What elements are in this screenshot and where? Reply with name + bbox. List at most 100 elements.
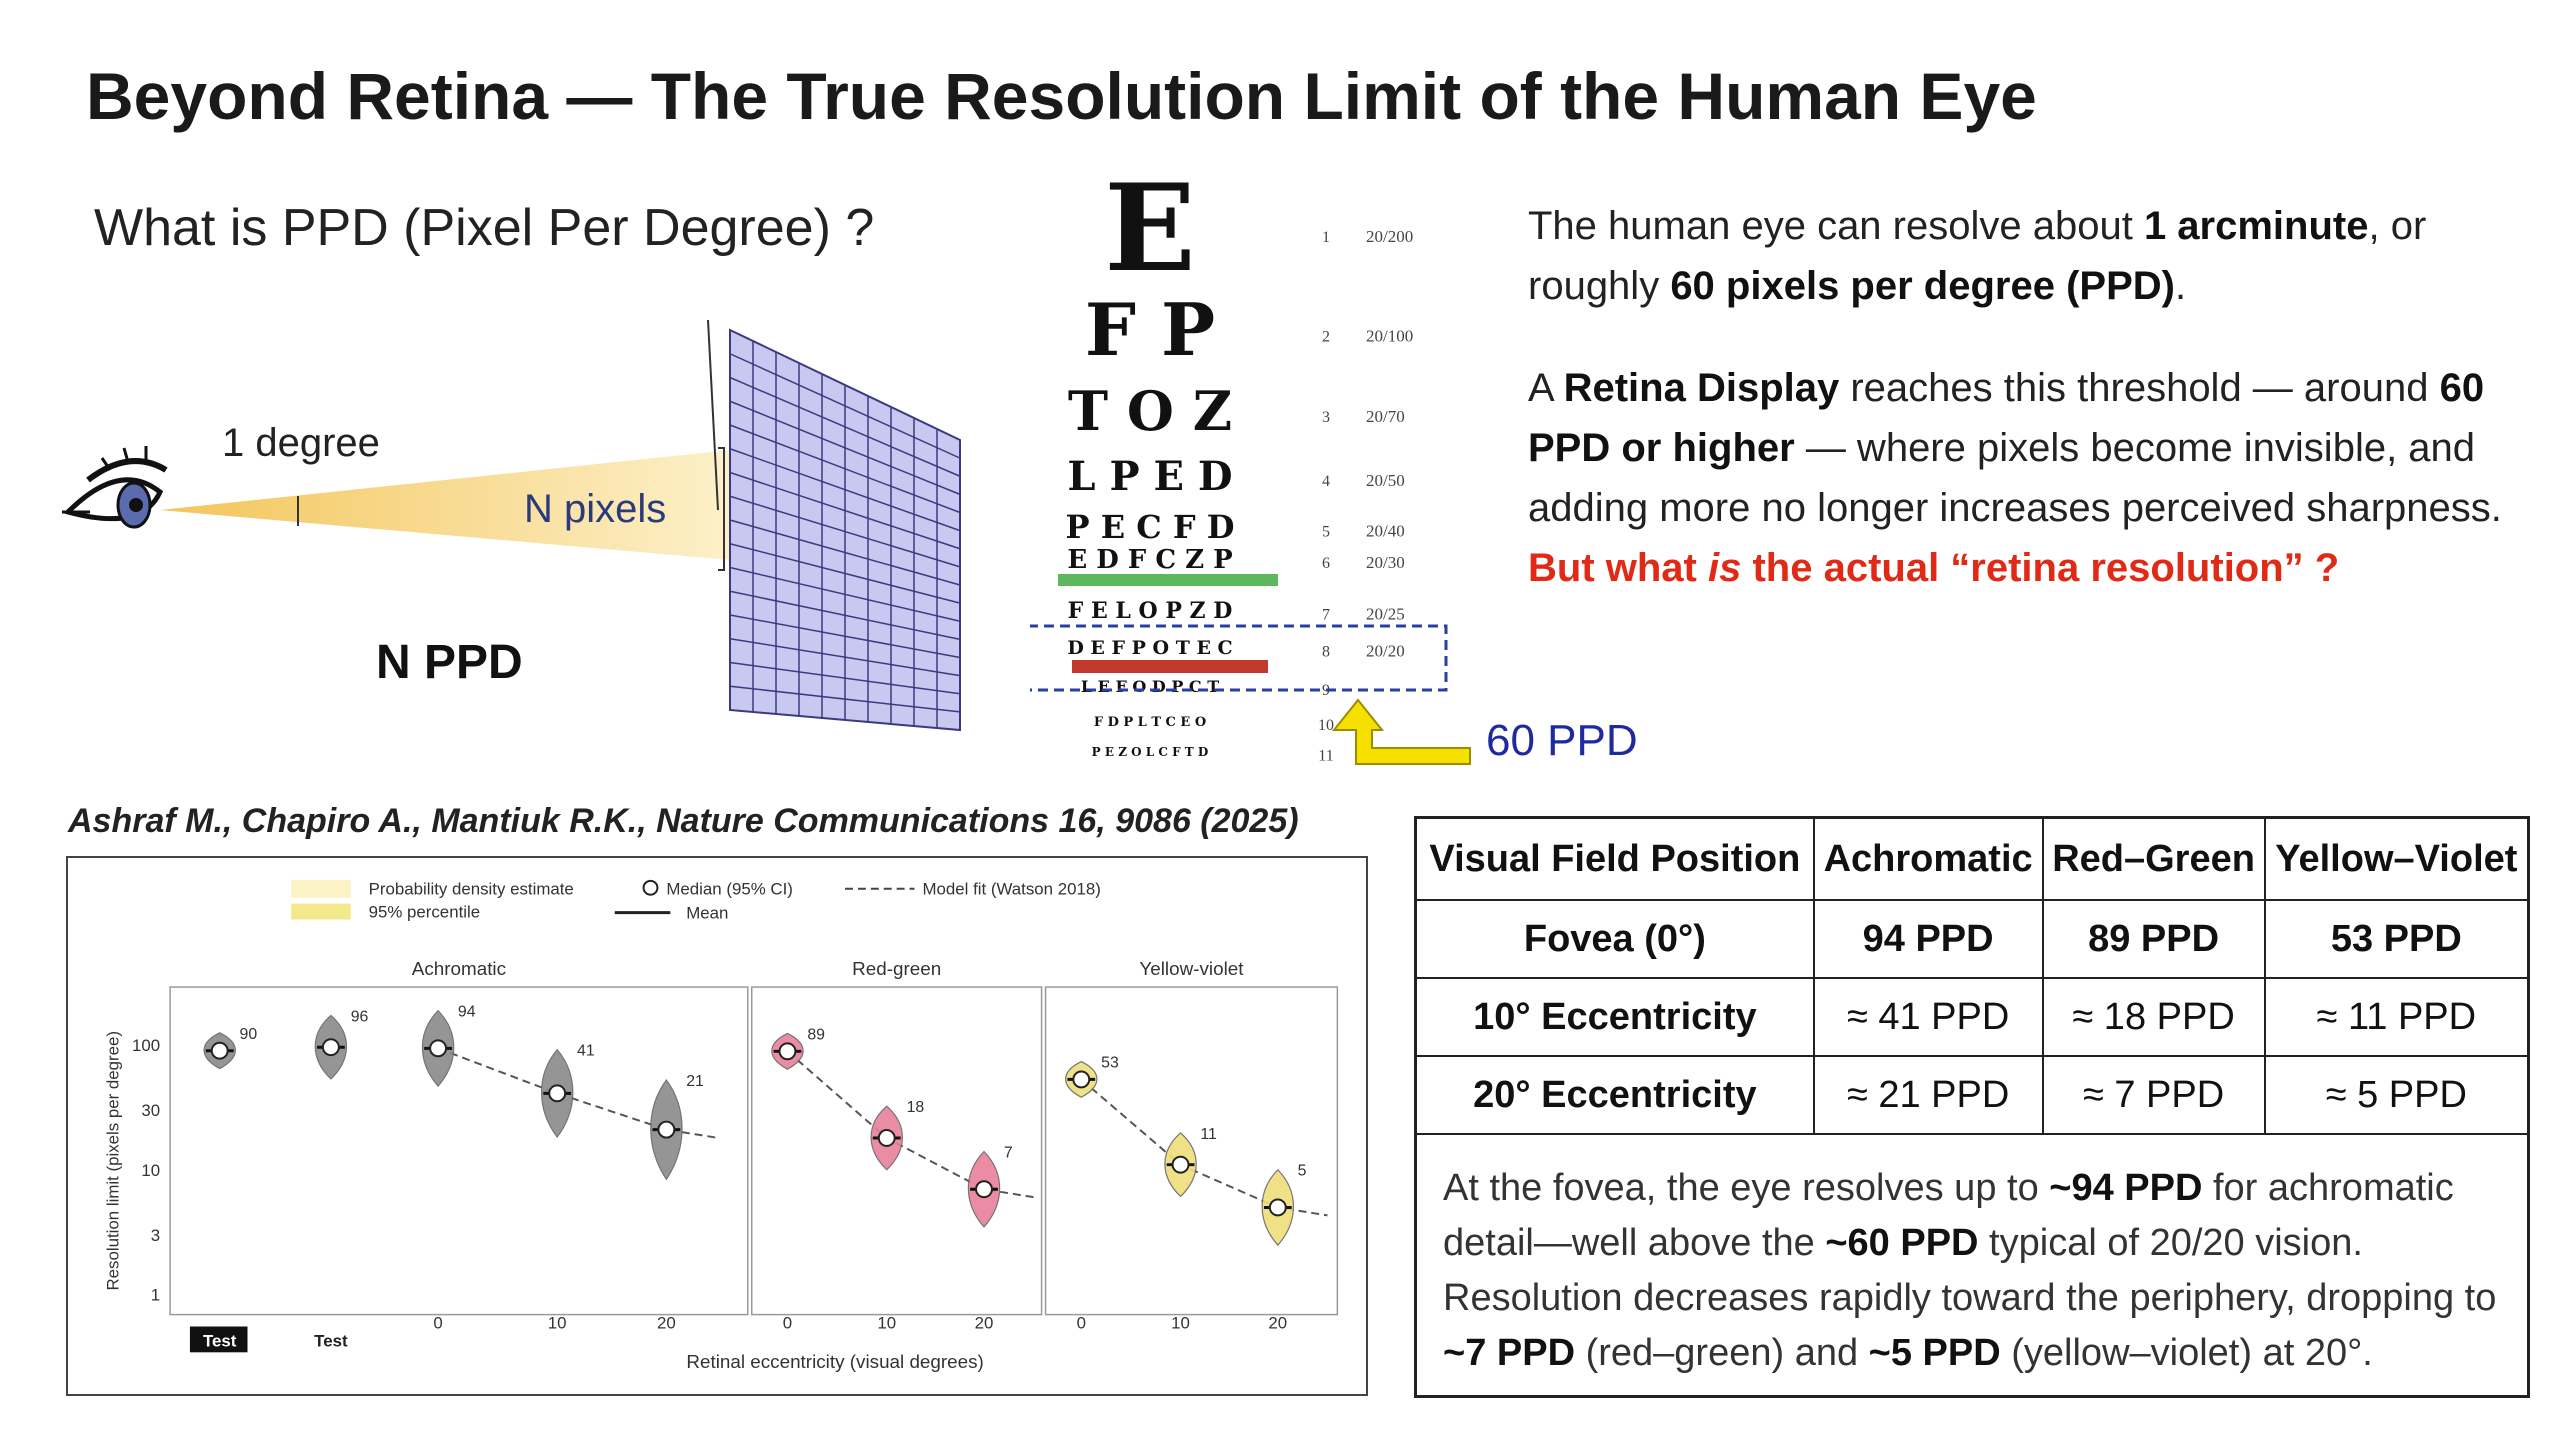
grid-line: [729, 590, 961, 641]
test-tag-highlight: [189, 1326, 248, 1353]
grid-line: [729, 471, 961, 550]
panel-title: Yellow-violet: [1139, 958, 1244, 979]
column-header: Yellow–Violet: [2263, 819, 2527, 901]
retina-display-paragraph: A Retina Display reaches this threshold …: [1528, 366, 2502, 530]
eye-icon: [62, 446, 168, 529]
grid-line: [729, 495, 961, 568]
grid-line: [729, 376, 961, 477]
x-tick-label: Test: [203, 1331, 237, 1350]
legend-swatch-percentile: [291, 903, 351, 920]
table-cell: ≈ 18 PPD: [2041, 977, 2266, 1057]
row-header: 20° Eccentricity: [1417, 1055, 1815, 1135]
legend-median-label: Median (95% CI): [666, 880, 793, 899]
snellen-line-number: 10: [1318, 717, 1334, 734]
snellen-line-number: 3: [1322, 409, 1330, 426]
table-cell: 94 PPD: [1812, 899, 2044, 979]
snellen-acuity: 20/100: [1366, 326, 1413, 345]
line-8-red-bar: [1072, 660, 1268, 673]
grid-line: [729, 638, 961, 677]
x-tick-label: 10: [548, 1313, 567, 1332]
grid-line: [729, 543, 961, 604]
data-label: 53: [1101, 1055, 1119, 1072]
legend-median-marker: [642, 879, 659, 896]
table-cell: ≈ 21 PPD: [1812, 1055, 2044, 1135]
grid-line: [729, 400, 961, 496]
y-tick-label: 30: [141, 1101, 160, 1120]
pixels-label: N pixels: [524, 487, 666, 531]
table-cell: ≈ 5 PPD: [2263, 1055, 2527, 1135]
table-row: 10° Eccentricity ≈ 41 PPD ≈ 18 PPD ≈ 11 …: [1417, 977, 2527, 1057]
table-cell: ≈ 41 PPD: [1812, 977, 2044, 1057]
median-point: [877, 1129, 896, 1147]
20-20-highlight-box: [1030, 624, 1448, 692]
snellen-line-number: 7: [1322, 606, 1330, 623]
median-point: [975, 1180, 993, 1199]
snellen-row-letters: F E L O P Z D: [1068, 598, 1233, 624]
panel-title: Red-green: [852, 958, 941, 979]
snellen-acuity: 20/25: [1366, 604, 1405, 623]
snellen-acuity: 20/200: [1366, 227, 1413, 246]
ppd-question-heading: What is PPD (Pixel Per Degree) ?: [94, 199, 875, 257]
ppd-table-panel: Visual Field Position Achromatic Red–Gre…: [1414, 816, 2530, 1398]
legend-percentile-label: 95% percentile: [369, 903, 481, 922]
data-label: 18: [907, 1099, 925, 1116]
column-header: Achromatic: [1812, 819, 2044, 901]
x-tick-label: 20: [975, 1313, 994, 1332]
chart-panel: Achromatic 90 Test 96 Test 94 0 41 10 21 20: [169, 958, 749, 1353]
median-point: [657, 1120, 676, 1139]
ppd-table: Visual Field Position Achromatic Red–Gre…: [1417, 819, 2527, 1135]
legend-density-label: Probability density estimate: [369, 880, 574, 899]
view-beam: [160, 450, 730, 560]
median-point: [548, 1084, 567, 1103]
table-cell: 89 PPD: [2041, 899, 2266, 979]
slide-title: Beyond Retina — The True Resolution Limi…: [86, 59, 2037, 133]
median-point: [1072, 1070, 1091, 1089]
ppd-diagram: 1 degree N pixels N PPD: [62, 320, 961, 732]
panel-frame: [169, 986, 749, 1316]
table-cell: ≈ 11 PPD: [2263, 977, 2527, 1057]
pixel-grid: [729, 328, 961, 732]
data-label: 90: [240, 1026, 258, 1043]
snellen-row-letters: T O Z: [1068, 379, 1232, 443]
data-label: 7: [1004, 1144, 1013, 1161]
grid-line: [729, 614, 961, 659]
snellen-row-letters: E: [1104, 160, 1195, 299]
y-tick-label: 10: [141, 1161, 160, 1180]
retina-resolution-question: But what is the actual “retina resolutio…: [1528, 546, 2340, 590]
median-point: [321, 1038, 340, 1057]
chart-legend: Probability density estimate 95% percenti…: [291, 880, 1101, 923]
line-7-green-bar: [1058, 574, 1278, 586]
y-tick-label: 100: [132, 1036, 160, 1055]
grid-line: [729, 566, 961, 622]
snellen-acuity: 20/70: [1366, 407, 1405, 426]
snellen-row-letters: F D P L T C E O: [1094, 715, 1206, 730]
model-fit-line: [1080, 1078, 1328, 1217]
data-label: 11: [1200, 1126, 1217, 1143]
snellen-line-number: 2: [1322, 328, 1330, 345]
grid-line: [729, 661, 961, 695]
data-label: 89: [807, 1026, 825, 1043]
snellen-acuity: 20/30: [1366, 553, 1405, 572]
panel-frame: [750, 986, 1043, 1316]
paper-citation: Ashraf M., Chapiro A., Mantiuk R.K., Nat…: [68, 802, 1299, 840]
snellen-row-letters: P E Z O L C F T D: [1092, 745, 1209, 759]
median-point: [1268, 1198, 1287, 1217]
x-tick-label: 10: [877, 1313, 896, 1332]
snellen-line-number: 11: [1318, 747, 1333, 764]
arrow-icon: [1331, 698, 1471, 765]
model-fit-line: [437, 1047, 717, 1139]
snellen-chart: E 1 20/200 F P 2 20/100 T O Z 3 20/70 L P E D 4 20/…: [1030, 160, 1471, 765]
x-tick-label: 0: [1077, 1313, 1086, 1332]
y-axis: 1 3 10 30 100 Resolution limit (pixels per de…: [103, 1031, 160, 1305]
snellen-row-letters: F P: [1085, 287, 1215, 372]
x-tick-label: 20: [1268, 1313, 1287, 1332]
x-tick-label: 0: [783, 1313, 792, 1332]
grid-line: [729, 424, 961, 514]
data-label: 41: [577, 1043, 595, 1060]
x-tick-label: 0: [433, 1313, 442, 1332]
snellen-line-number: 8: [1322, 643, 1330, 660]
snellen-row-letters: L P E D: [1067, 453, 1232, 500]
legend-swatch-density: [291, 879, 351, 898]
explanation-text: The human eye can resolve about 1 arcmin…: [1528, 196, 2538, 598]
snellen-acuity: 20/50: [1366, 471, 1405, 490]
